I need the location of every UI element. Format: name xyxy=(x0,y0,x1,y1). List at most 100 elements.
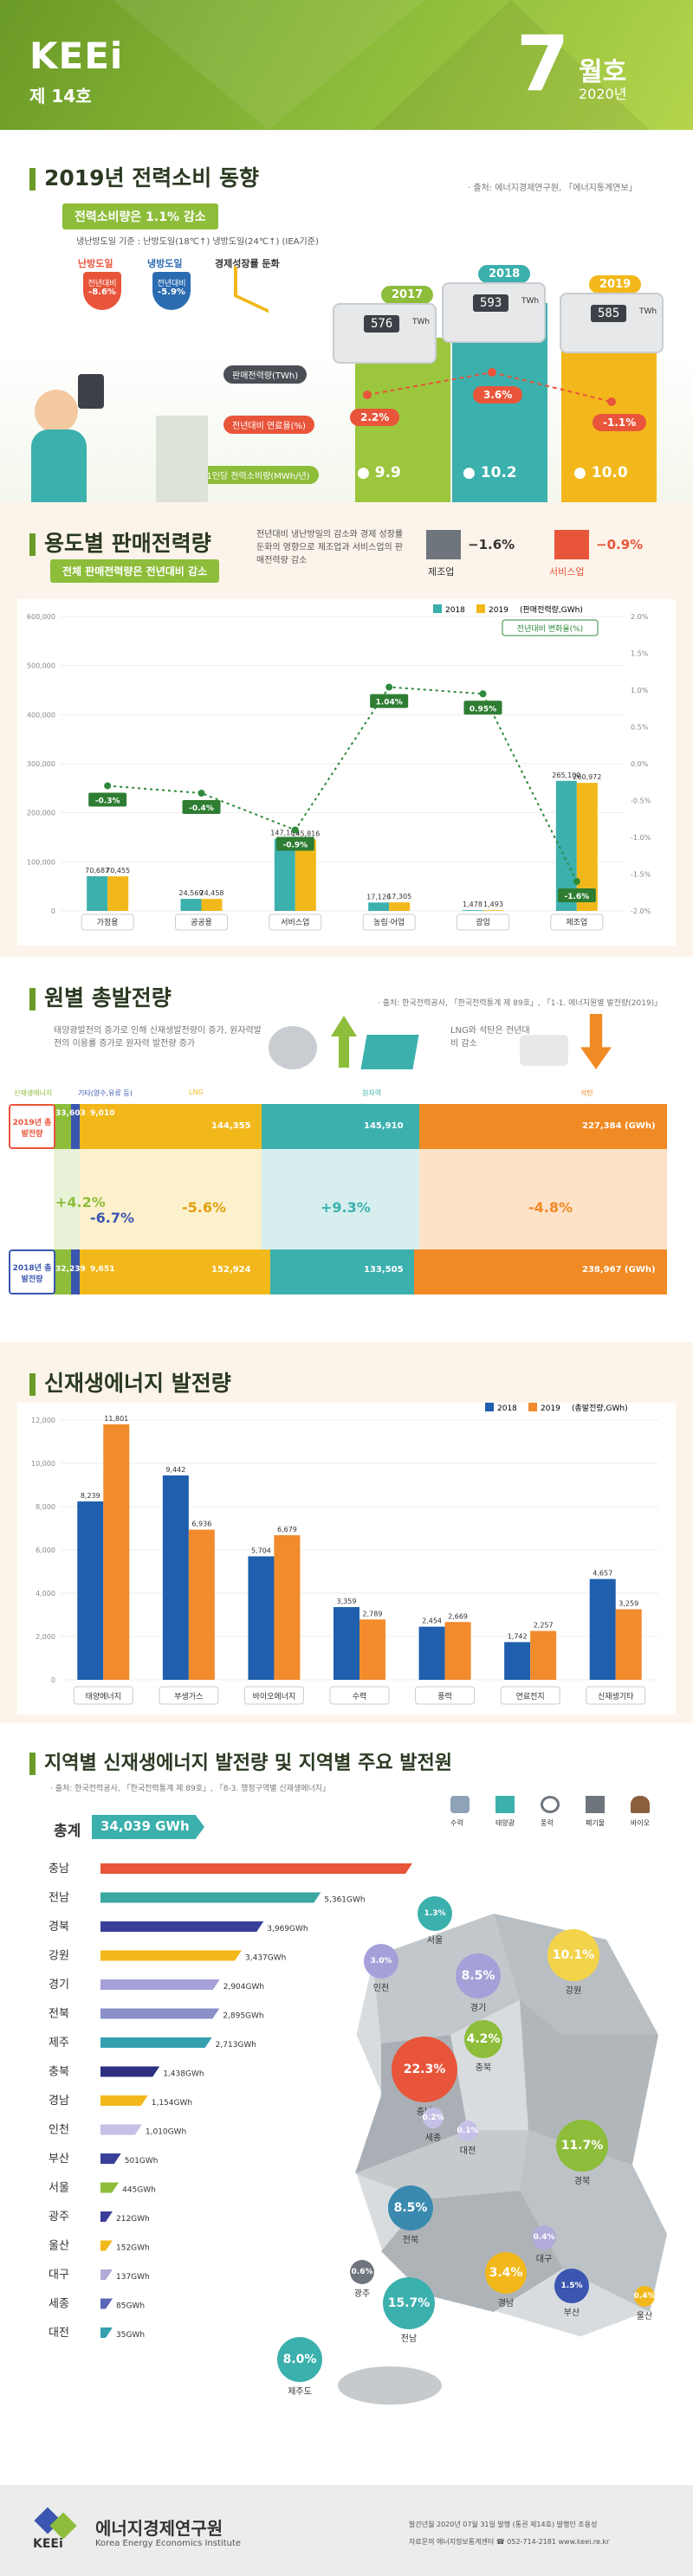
y-tick-label: 400,000 xyxy=(27,711,55,719)
label-2019: 2,257 xyxy=(534,1622,554,1630)
region-value: 2,713GWh xyxy=(216,2041,256,2050)
bar-2018 xyxy=(248,1556,275,1680)
map-label-광주: 광주 xyxy=(353,2289,371,2299)
label-2018: 1,478 xyxy=(463,901,483,908)
label-2018: 17,126 xyxy=(366,893,391,901)
wind-icon xyxy=(541,1796,560,1813)
region-value: 152GWh xyxy=(116,2244,150,2253)
usage-desc: 전년대비 냉난방일의 감소와 경제 성장률 둔화의 영향으로 제조업과 서비스업… xyxy=(256,530,404,565)
change-point xyxy=(479,690,487,698)
y-tick-label: 12,000 xyxy=(31,1417,55,1424)
sales-label: 판매전력량(TWh) xyxy=(223,365,308,384)
map-label-충북: 충북 xyxy=(475,2063,492,2073)
bar-2019 xyxy=(274,1535,301,1680)
label-2019: 145,816 xyxy=(291,830,320,837)
change-label-box xyxy=(463,700,502,715)
year2018-box: 2018년 총발전량 xyxy=(9,1249,55,1294)
section3-title: 원별 총발전량 xyxy=(29,981,172,1012)
region-label: 충북 xyxy=(49,2066,69,2079)
bar-2019 xyxy=(295,839,316,911)
y2-tick-label: -2.0% xyxy=(631,907,651,915)
chg-coal: -4.8% xyxy=(528,1199,573,1216)
cooling-value: -5.9% xyxy=(158,287,185,297)
bar-2018 xyxy=(180,899,202,911)
degree-day-note: 냉난방도일 기준 : 난방도일(18℃↑) 냉방도일(24℃↑) (IEA기준) xyxy=(76,237,319,247)
meter-2018: 593 TWh xyxy=(442,282,546,343)
usage-pill: 전체 판매전력량은 전년대비 감소 xyxy=(50,559,220,583)
map-label-경북: 경북 xyxy=(573,2177,591,2186)
region-bar xyxy=(100,1863,412,1874)
person-body-icon xyxy=(31,429,87,502)
map-bubble-광주: 0.6% xyxy=(350,2260,374,2284)
up-arrow-icon xyxy=(331,1016,357,1068)
ind2-name: 서비스업 xyxy=(549,566,585,578)
y-tick-label: 0 xyxy=(51,1676,55,1684)
map-bubble-전남: 15.7% xyxy=(383,2277,435,2329)
section4-title: 신재생에너지 발전량 xyxy=(29,1366,231,1398)
region-label: 충남 xyxy=(49,1863,69,1876)
y-tick-label: 600,000 xyxy=(27,613,55,621)
legend-2018-swatch xyxy=(485,1403,494,1411)
bar-2019 xyxy=(483,910,504,911)
bar-2018 xyxy=(368,902,390,911)
footer-org-en: Korea Energy Economics Institute xyxy=(95,2539,242,2548)
section-renewable: 신재생에너지 발전량 12,000 10,000 8,000 6,000 4,000 2,… xyxy=(0,1342,693,1723)
region-bar xyxy=(100,2240,113,2251)
map-label-부산: 부산 xyxy=(563,2308,580,2318)
percap-2018: ● 10.2 xyxy=(463,464,517,481)
legend-line-box xyxy=(502,619,599,636)
name-lng: LNG xyxy=(189,1088,204,1096)
name-nuclear: 원자력 xyxy=(362,1089,382,1097)
change-point xyxy=(385,683,393,691)
generation-flow xyxy=(54,1104,667,1294)
map-bubble-제주도: 8.0% xyxy=(277,2337,322,2382)
map-bubble-대전: 0.1% xyxy=(457,2121,478,2141)
building-icon xyxy=(156,416,208,502)
y-tick-label: 8,000 xyxy=(36,1503,55,1511)
bar-2019 xyxy=(201,899,223,911)
region-label: 경북 xyxy=(49,1921,69,1934)
v2019-other: 9,010 xyxy=(90,1109,115,1118)
region-label: 대전 xyxy=(49,2327,69,2340)
change-label: 1.04% xyxy=(376,699,403,707)
usage-chart: 600,000 500,000 400,000 300,000 200,000 100,0… xyxy=(17,599,676,946)
region-bar xyxy=(100,2211,113,2222)
cooling-shield-icon xyxy=(152,272,191,310)
category-label: 바이오에너지 xyxy=(253,1692,296,1701)
map-label-전북: 전북 xyxy=(402,2236,419,2245)
y2-tick-label: 1.0% xyxy=(631,687,649,694)
map-label-울산: 울산 xyxy=(636,2312,653,2321)
region-bar xyxy=(100,2124,142,2135)
label-2019: 2,789 xyxy=(363,1610,383,1617)
category-box xyxy=(586,1686,646,1705)
region-label: 울산 xyxy=(49,2240,69,2253)
y-tick-label: 0 xyxy=(51,907,55,915)
region-label: 인천 xyxy=(49,2124,69,2137)
section5-title: 지역별 신재생에너지 발전량 및 지역별 주요 발전원 xyxy=(29,1747,452,1775)
map-label-강원: 강원 xyxy=(565,1986,582,1996)
label-2019: 6,936 xyxy=(191,1520,211,1528)
plug-icon xyxy=(78,374,104,409)
map-label-경기: 경기 xyxy=(470,2004,487,2013)
map-bubble-서울: 1.3% xyxy=(418,1896,452,1931)
bar-2018 xyxy=(589,1579,616,1680)
label-2019: 3,259 xyxy=(619,1600,638,1608)
change-line xyxy=(107,686,578,882)
category-label: 태양에너지 xyxy=(86,1692,121,1701)
region-label: 강원 xyxy=(49,1950,69,1963)
name-renew: 신재생에너지 xyxy=(14,1089,53,1097)
bar-2018 xyxy=(334,1607,359,1680)
hydro-icon xyxy=(450,1796,470,1813)
footer-line2: 자료문의 에너지정보통계센터 ☎ 052-714-2181 www.keei.r… xyxy=(409,2538,610,2546)
bar-2018 xyxy=(87,875,108,911)
map-bubble-울산: 0.4% xyxy=(634,2286,655,2307)
region-label: 경기 xyxy=(49,1979,69,1992)
total-label: 총계 xyxy=(54,1823,81,1840)
name-other: 기타(양수,유류 등) xyxy=(78,1089,133,1097)
v2018-coal: 238,967 (GWh) xyxy=(582,1265,656,1275)
map-bubble-전북: 8.5% xyxy=(388,2185,433,2231)
label-2018: 5,704 xyxy=(251,1546,271,1554)
rate-label: 전년대비 연료율(%) xyxy=(223,416,314,434)
map-bubble-경북: 11.7% xyxy=(556,2120,608,2172)
section-regional: 지역별 신재생에너지 발전량 및 지역별 주요 발전원 · 출처: 한국전력공사… xyxy=(0,1723,693,2485)
